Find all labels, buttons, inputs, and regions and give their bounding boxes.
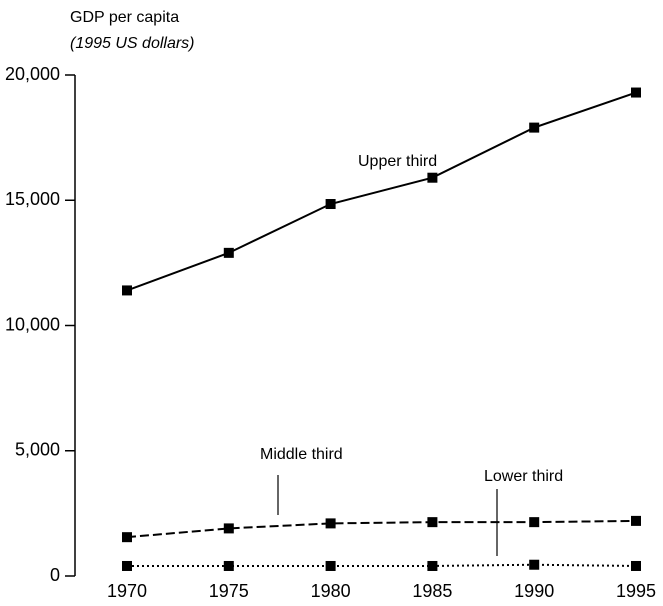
x-tick-label: 1970 bbox=[107, 581, 147, 601]
y-tick-label: 10,000 bbox=[5, 314, 60, 334]
x-tick-label: 1995 bbox=[616, 581, 656, 601]
data-point bbox=[427, 517, 438, 528]
data-point bbox=[427, 172, 438, 183]
series-line bbox=[126, 519, 637, 539]
y-axis-label-unit: (1995 US dollars) bbox=[70, 35, 195, 52]
data-point bbox=[223, 560, 234, 571]
y-tick-label: 15,000 bbox=[5, 189, 60, 209]
y-tick-label: 0 bbox=[50, 565, 60, 585]
y-axis-label: GDP per capita bbox=[70, 9, 179, 26]
data-point bbox=[631, 515, 641, 526]
series-line bbox=[127, 563, 637, 567]
data-point bbox=[631, 560, 641, 571]
x-tick-label: 1975 bbox=[209, 581, 249, 601]
series-line bbox=[126, 91, 637, 292]
x-tick-label: 1980 bbox=[311, 581, 351, 601]
data-point bbox=[325, 560, 336, 571]
data-point bbox=[529, 122, 540, 133]
y-tick-label: 20,000 bbox=[5, 64, 60, 84]
data-point bbox=[325, 199, 336, 210]
data-point bbox=[122, 285, 132, 296]
series-label: Middle third bbox=[260, 446, 343, 463]
data-point bbox=[529, 559, 540, 570]
series-label: Upper third bbox=[358, 153, 437, 170]
x-tick-label: 1985 bbox=[412, 581, 452, 601]
data-point bbox=[122, 560, 132, 571]
data-point bbox=[122, 532, 132, 543]
data-point bbox=[223, 247, 234, 258]
data-point bbox=[223, 523, 234, 534]
data-point bbox=[325, 518, 336, 529]
y-tick-label: 5,000 bbox=[15, 440, 60, 460]
data-point bbox=[529, 517, 540, 528]
data-point bbox=[427, 560, 438, 571]
x-tick-label: 1990 bbox=[514, 581, 554, 601]
data-point bbox=[631, 87, 641, 98]
series-label: Lower third bbox=[484, 468, 563, 485]
